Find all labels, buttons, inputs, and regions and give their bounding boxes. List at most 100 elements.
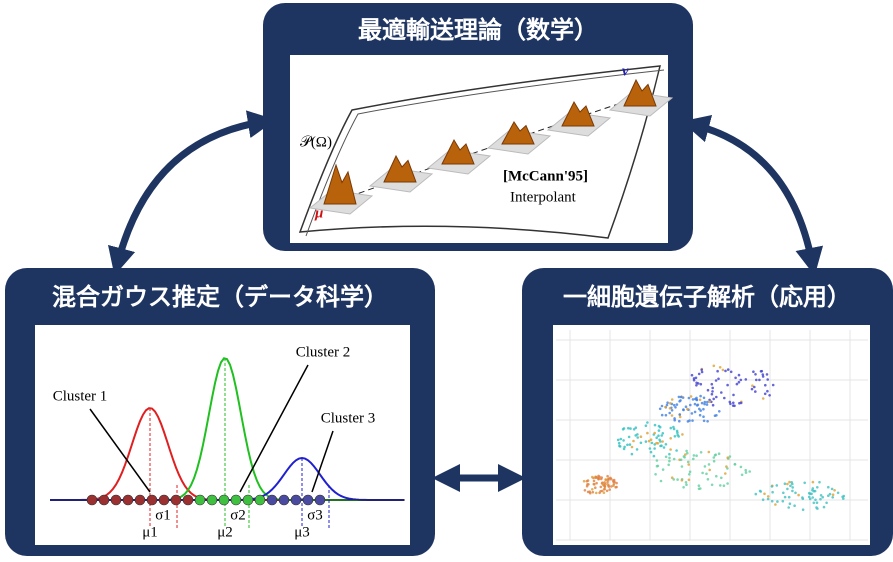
cell bbox=[719, 484, 722, 487]
cell bbox=[653, 431, 656, 435]
cell bbox=[629, 427, 632, 430]
cell bbox=[606, 481, 609, 484]
cell bbox=[595, 481, 598, 485]
cell bbox=[591, 488, 594, 491]
cell bbox=[599, 485, 603, 489]
cell bbox=[686, 407, 689, 411]
cell bbox=[691, 398, 695, 401]
cell bbox=[681, 433, 684, 436]
cell bbox=[689, 395, 693, 398]
cell bbox=[660, 434, 663, 437]
cell bbox=[602, 483, 605, 486]
cell bbox=[705, 472, 708, 476]
cell bbox=[630, 452, 634, 456]
cell bbox=[644, 424, 648, 428]
cell bbox=[600, 489, 604, 493]
cell bbox=[705, 403, 709, 406]
mean-label: μ2 bbox=[217, 524, 233, 540]
cell bbox=[698, 398, 702, 402]
cell bbox=[726, 368, 730, 371]
cell bbox=[612, 478, 616, 482]
cell bbox=[672, 403, 676, 407]
cell bbox=[582, 479, 586, 483]
cell bbox=[783, 482, 787, 486]
cell bbox=[710, 392, 714, 396]
cell bbox=[585, 484, 589, 488]
cell bbox=[712, 459, 716, 463]
cell bbox=[739, 465, 743, 469]
cell bbox=[718, 366, 722, 369]
cell bbox=[695, 384, 698, 387]
cell bbox=[715, 474, 718, 478]
cell bbox=[586, 479, 590, 482]
cell bbox=[668, 407, 672, 410]
cell bbox=[591, 490, 595, 494]
cell bbox=[622, 427, 626, 430]
cell bbox=[700, 368, 703, 372]
cell bbox=[761, 373, 765, 376]
cell bbox=[664, 455, 668, 459]
cell bbox=[587, 483, 590, 486]
cell bbox=[831, 496, 834, 499]
cell bbox=[697, 372, 701, 376]
cell bbox=[712, 364, 716, 368]
cell bbox=[670, 414, 674, 417]
label: ν bbox=[622, 63, 629, 79]
data-point bbox=[254, 494, 266, 506]
cell bbox=[794, 491, 797, 495]
cell bbox=[680, 465, 684, 468]
cell bbox=[726, 383, 729, 387]
cell bbox=[770, 499, 774, 503]
cell bbox=[655, 441, 658, 445]
cluster-label: Cluster 2 bbox=[296, 344, 351, 360]
cell bbox=[622, 439, 625, 442]
cell bbox=[623, 445, 626, 449]
data-point bbox=[218, 494, 230, 506]
cell bbox=[679, 399, 682, 402]
cell bbox=[791, 489, 794, 493]
cell bbox=[691, 419, 694, 422]
cell bbox=[636, 433, 639, 436]
cell bbox=[710, 382, 714, 386]
cell bbox=[675, 403, 679, 406]
cell bbox=[764, 383, 767, 387]
density-peak bbox=[561, 100, 595, 127]
cell bbox=[618, 444, 621, 448]
cell bbox=[674, 406, 677, 409]
cell bbox=[626, 443, 629, 447]
cell bbox=[672, 478, 675, 481]
cell bbox=[701, 471, 704, 475]
cell bbox=[791, 486, 794, 489]
cell bbox=[793, 504, 796, 508]
cell bbox=[808, 492, 812, 496]
cell bbox=[737, 380, 741, 384]
cell bbox=[819, 494, 823, 497]
cell bbox=[783, 495, 787, 499]
data-point bbox=[110, 494, 122, 506]
data-point bbox=[182, 494, 194, 506]
cell bbox=[689, 403, 692, 407]
data-point bbox=[206, 494, 218, 506]
cell bbox=[771, 383, 775, 387]
sd-label: σ3 bbox=[307, 507, 323, 523]
cell bbox=[788, 480, 791, 484]
cell bbox=[708, 398, 711, 402]
cell bbox=[813, 489, 817, 493]
cell bbox=[692, 377, 696, 380]
cell bbox=[592, 482, 596, 486]
cell bbox=[713, 414, 717, 418]
panel-title: 最適輸送理論（数学） bbox=[358, 16, 598, 44]
cell bbox=[729, 402, 732, 406]
cell bbox=[583, 489, 587, 492]
cell bbox=[692, 454, 696, 457]
cell bbox=[754, 373, 757, 376]
cell bbox=[677, 435, 680, 438]
cell bbox=[632, 439, 635, 443]
cell bbox=[726, 456, 729, 460]
cell bbox=[733, 463, 737, 466]
cell bbox=[698, 413, 702, 417]
cell bbox=[807, 495, 811, 499]
cell bbox=[686, 460, 690, 464]
cell bbox=[610, 477, 613, 481]
cell bbox=[680, 479, 684, 482]
